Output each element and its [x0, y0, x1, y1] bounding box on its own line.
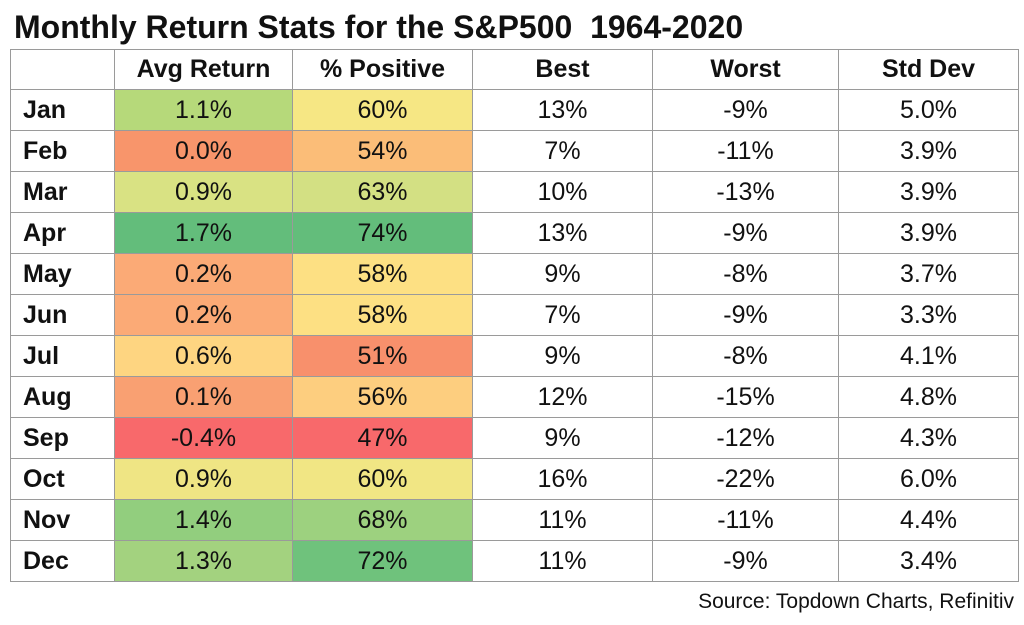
header-std-dev: Std Dev [838, 49, 1019, 90]
month-cell: May [10, 253, 115, 295]
month-cell: Sep [10, 417, 115, 459]
std-dev-cell: 5.0% [838, 89, 1019, 131]
month-cell: Apr [10, 212, 115, 254]
header-row: Avg Return % Positive Best Worst Std Dev [10, 49, 1019, 90]
std-dev-cell: 3.3% [838, 294, 1019, 336]
best-cell: 9% [472, 335, 653, 377]
month-cell: Feb [10, 130, 115, 172]
pct-positive-cell: 74% [292, 212, 473, 254]
std-dev-cell: 3.9% [838, 212, 1019, 254]
pct-positive-cell: 58% [292, 253, 473, 295]
best-cell: 9% [472, 417, 653, 459]
worst-cell: -11% [652, 499, 839, 541]
table-row: Jan 1.1% 60% 13% -9% 5.0% [10, 89, 1019, 131]
table-row: May 0.2% 58% 9% -8% 3.7% [10, 253, 1019, 295]
best-cell: 13% [472, 212, 653, 254]
header-best: Best [472, 49, 653, 90]
best-cell: 10% [472, 171, 653, 213]
header-worst: Worst [652, 49, 839, 90]
pct-positive-cell: 63% [292, 171, 473, 213]
table-row: Apr 1.7% 74% 13% -9% 3.9% [10, 212, 1019, 254]
table-row: Aug 0.1% 56% 12% -15% 4.8% [10, 376, 1019, 418]
worst-cell: -22% [652, 458, 839, 500]
worst-cell: -9% [652, 212, 839, 254]
chart-title: Monthly Return Stats for the S&P500 1964… [14, 9, 744, 45]
best-cell: 13% [472, 89, 653, 131]
table-row: Nov 1.4% 68% 11% -11% 4.4% [10, 499, 1019, 541]
std-dev-cell: 3.9% [838, 130, 1019, 172]
month-cell: Nov [10, 499, 115, 541]
pct-positive-cell: 60% [292, 89, 473, 131]
pct-positive-cell: 68% [292, 499, 473, 541]
avg-return-cell: 0.2% [114, 253, 293, 295]
month-cell: Jan [10, 89, 115, 131]
pct-positive-cell: 58% [292, 294, 473, 336]
avg-return-cell: 0.2% [114, 294, 293, 336]
header-avg-return: Avg Return [114, 49, 293, 90]
best-cell: 9% [472, 253, 653, 295]
std-dev-cell: 4.4% [838, 499, 1019, 541]
pct-positive-cell: 47% [292, 417, 473, 459]
std-dev-cell: 4.3% [838, 417, 1019, 459]
std-dev-cell: 3.4% [838, 540, 1019, 582]
worst-cell: -12% [652, 417, 839, 459]
pct-positive-cell: 56% [292, 376, 473, 418]
table-body: Jan 1.1% 60% 13% -9% 5.0% Feb 0.0% 54% 7% -11% 3.9%… [10, 89, 1019, 582]
pct-positive-cell: 54% [292, 130, 473, 172]
avg-return-cell: 0.9% [114, 171, 293, 213]
avg-return-cell: 1.7% [114, 212, 293, 254]
source-note: Source: Topdown Charts, Refinitiv [698, 590, 1014, 613]
worst-cell: -8% [652, 335, 839, 377]
table-row: Sep -0.4% 47% 9% -12% 4.3% [10, 417, 1019, 459]
worst-cell: -9% [652, 294, 839, 336]
month-cell: Aug [10, 376, 115, 418]
table-row: Jul 0.6% 51% 9% -8% 4.1% [10, 335, 1019, 377]
month-cell: Dec [10, 540, 115, 582]
avg-return-cell: 1.1% [114, 89, 293, 131]
worst-cell: -15% [652, 376, 839, 418]
worst-cell: -8% [652, 253, 839, 295]
month-cell: Mar [10, 171, 115, 213]
avg-return-cell: 1.3% [114, 540, 293, 582]
month-cell: Jun [10, 294, 115, 336]
pct-positive-cell: 51% [292, 335, 473, 377]
worst-cell: -9% [652, 89, 839, 131]
month-cell: Oct [10, 458, 115, 500]
table-row: Dec 1.3% 72% 11% -9% 3.4% [10, 540, 1019, 582]
std-dev-cell: 3.7% [838, 253, 1019, 295]
std-dev-cell: 4.8% [838, 376, 1019, 418]
best-cell: 7% [472, 294, 653, 336]
table-row: Mar 0.9% 63% 10% -13% 3.9% [10, 171, 1019, 213]
best-cell: 7% [472, 130, 653, 172]
table-row: Feb 0.0% 54% 7% -11% 3.9% [10, 130, 1019, 172]
monthly-return-table: Avg Return % Positive Best Worst Std Dev… [10, 49, 1019, 582]
avg-return-cell: 0.0% [114, 130, 293, 172]
std-dev-cell: 3.9% [838, 171, 1019, 213]
best-cell: 11% [472, 499, 653, 541]
avg-return-cell: 0.1% [114, 376, 293, 418]
avg-return-cell: -0.4% [114, 417, 293, 459]
avg-return-cell: 0.9% [114, 458, 293, 500]
pct-positive-cell: 72% [292, 540, 473, 582]
std-dev-cell: 4.1% [838, 335, 1019, 377]
avg-return-cell: 1.4% [114, 499, 293, 541]
table-row: Jun 0.2% 58% 7% -9% 3.3% [10, 294, 1019, 336]
best-cell: 12% [472, 376, 653, 418]
table-row: Oct 0.9% 60% 16% -22% 6.0% [10, 458, 1019, 500]
header-pct-positive: % Positive [292, 49, 473, 90]
header-month [10, 49, 115, 90]
pct-positive-cell: 60% [292, 458, 473, 500]
best-cell: 11% [472, 540, 653, 582]
avg-return-cell: 0.6% [114, 335, 293, 377]
best-cell: 16% [472, 458, 653, 500]
worst-cell: -11% [652, 130, 839, 172]
worst-cell: -9% [652, 540, 839, 582]
std-dev-cell: 6.0% [838, 458, 1019, 500]
worst-cell: -13% [652, 171, 839, 213]
month-cell: Jul [10, 335, 115, 377]
